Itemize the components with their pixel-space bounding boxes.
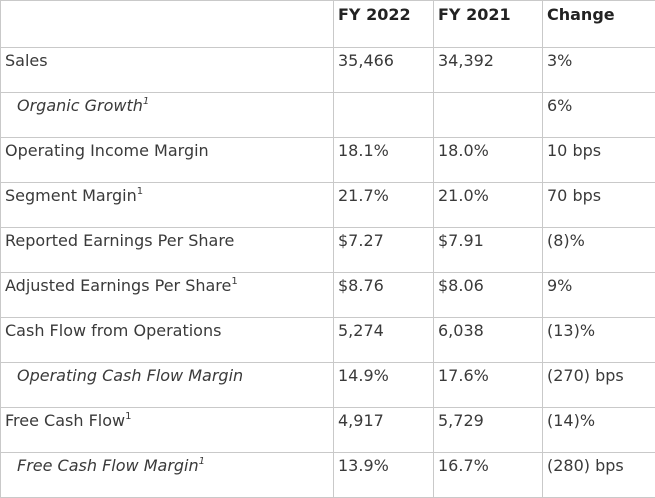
table-row: Organic Growth1 6% — [1, 93, 655, 138]
row-label: Sales — [5, 51, 48, 70]
row-label: Operating Cash Flow Margin — [17, 366, 243, 385]
row-label: Organic Growth — [17, 96, 143, 115]
fy2022-value-cell: 14.9% — [334, 363, 434, 408]
row-label: Segment Margin — [5, 186, 137, 205]
fy2022-value-cell — [334, 93, 434, 138]
fy2022-value-cell: 18.1% — [334, 138, 434, 183]
header-cell-label — [1, 1, 334, 48]
row-label-cell: Free Cash Flow Margin1 — [1, 453, 334, 498]
change-value-cell: (13)% — [543, 318, 655, 363]
row-label: Free Cash Flow — [5, 411, 125, 430]
row-label-cell: Free Cash Flow1 — [1, 408, 334, 453]
row-label: Adjusted Earnings Per Share — [5, 276, 231, 295]
row-label: Operating Income Margin — [5, 141, 209, 160]
fy2022-value-cell: $7.27 — [334, 228, 434, 273]
fy2021-value-cell: 6,038 — [434, 318, 543, 363]
fy2022-value-cell: 35,466 — [334, 48, 434, 93]
header-cell-change: Change — [543, 1, 655, 48]
change-value-cell: (280) bps — [543, 453, 655, 498]
row-label-cell: Cash Flow from Operations — [1, 318, 334, 363]
footnote-marker: 1 — [125, 411, 131, 422]
fy2021-value-cell: 18.0% — [434, 138, 543, 183]
table-row: Operating Income Margin 18.1%18.0%10 bps — [1, 138, 655, 183]
row-label-cell: Operating Income Margin — [1, 138, 334, 183]
footnote-marker: 1 — [143, 96, 149, 107]
fy2021-value-cell — [434, 93, 543, 138]
fy2021-value-cell: $8.06 — [434, 273, 543, 318]
header-row: FY 2022 FY 2021 Change — [1, 1, 655, 48]
fy2021-value-cell: $7.91 — [434, 228, 543, 273]
row-label: Reported Earnings Per Share — [5, 231, 234, 250]
change-value-cell: (14)% — [543, 408, 655, 453]
footnote-marker: 1 — [137, 186, 143, 197]
row-label-cell: Segment Margin1 — [1, 183, 334, 228]
change-value-cell: 70 bps — [543, 183, 655, 228]
change-value-cell: (270) bps — [543, 363, 655, 408]
table-row: Operating Cash Flow Margin 14.9%17.6%(270… — [1, 363, 655, 408]
header-cell-fy2022: FY 2022 — [334, 1, 434, 48]
fy2021-value-cell: 21.0% — [434, 183, 543, 228]
row-label-cell: Sales — [1, 48, 334, 93]
fy2022-value-cell: 13.9% — [334, 453, 434, 498]
fy2021-value-cell: 16.7% — [434, 453, 543, 498]
table-row: Reported Earnings Per Share $7.27$7.91(8)… — [1, 228, 655, 273]
fy2021-value-cell: 17.6% — [434, 363, 543, 408]
fy2022-value-cell: 5,274 — [334, 318, 434, 363]
header-cell-fy2021: FY 2021 — [434, 1, 543, 48]
fy2022-value-cell: $8.76 — [334, 273, 434, 318]
fy2022-value-cell: 21.7% — [334, 183, 434, 228]
row-label: Free Cash Flow Margin — [17, 456, 199, 475]
row-label-cell: Operating Cash Flow Margin — [1, 363, 334, 408]
change-value-cell: 3% — [543, 48, 655, 93]
row-label-cell: Adjusted Earnings Per Share1 — [1, 273, 334, 318]
footnote-marker: 1 — [231, 276, 237, 287]
row-label: Cash Flow from Operations — [5, 321, 221, 340]
row-label-cell: Reported Earnings Per Share — [1, 228, 334, 273]
fy2022-value-cell: 4,917 — [334, 408, 434, 453]
change-value-cell: 10 bps — [543, 138, 655, 183]
fy2021-value-cell: 34,392 — [434, 48, 543, 93]
fy2021-value-cell: 5,729 — [434, 408, 543, 453]
table-header: FY 2022 FY 2021 Change — [1, 1, 655, 48]
change-value-cell: (8)% — [543, 228, 655, 273]
change-value-cell: 6% — [543, 93, 655, 138]
change-value-cell: 9% — [543, 273, 655, 318]
row-label-cell: Organic Growth1 — [1, 93, 334, 138]
footnote-marker: 1 — [199, 456, 205, 467]
